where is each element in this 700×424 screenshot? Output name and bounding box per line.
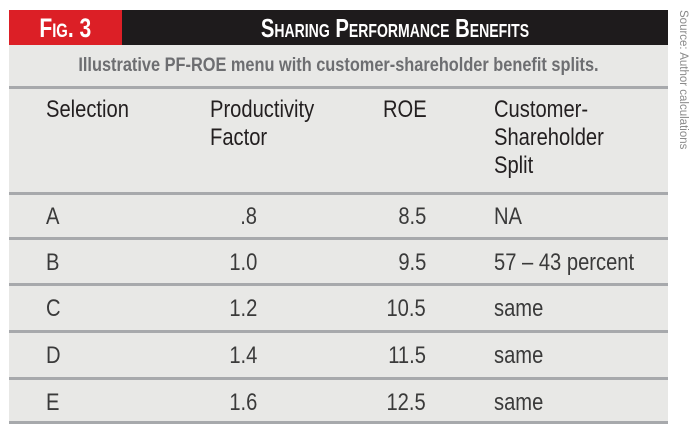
figure-label: Fig. 3 (39, 13, 92, 43)
figure-subtitle: Illustrative PF-ROE menu with customer-s… (78, 55, 599, 76)
cell-selection: A (46, 202, 62, 232)
cell-productivity-factor: 1.0 (189, 248, 257, 278)
source-text: Source: Author calculations (677, 10, 689, 150)
header-line: Split (494, 152, 534, 179)
cell-roe: 9.5 (359, 248, 426, 278)
header-line: Productivity (210, 96, 315, 123)
cell-split: NA (494, 202, 527, 232)
cell-selection-text: A (46, 203, 60, 230)
cell-split: same (494, 294, 553, 324)
cell-split-text: 57 – 43 percent (494, 249, 635, 276)
figure-label-box: Fig. 3 (9, 10, 122, 45)
cell-roe-text: 12.5 (386, 389, 426, 416)
row-divider (9, 421, 668, 424)
cell-selection: B (46, 248, 62, 278)
header-line: Shareholder (494, 124, 604, 151)
cell-roe: 12.5 (359, 388, 426, 418)
figure-subtitle-box: Illustrative PF-ROE menu with customer-s… (9, 45, 668, 86)
column-header-productivity-factor: Productivity Factor (210, 96, 334, 152)
row-divider (9, 330, 668, 333)
cell-roe-text: 8.5 (397, 203, 426, 230)
cell-selection: C (46, 294, 63, 324)
row-divider (9, 237, 668, 240)
cell-split-text: same (494, 342, 544, 369)
cell-selection: E (46, 388, 62, 418)
cell-selection: D (46, 341, 63, 371)
cell-roe-text: 10.5 (386, 295, 426, 322)
cell-split: same (494, 341, 553, 371)
cell-productivity-factor: 1.4 (189, 341, 257, 371)
cell-selection-text: B (46, 249, 60, 276)
cell-productivity-factor-text: .8 (240, 203, 257, 230)
cell-productivity-factor-text: 1.4 (228, 342, 257, 369)
cell-selection-text: C (46, 295, 61, 322)
header-line: ROE (383, 96, 427, 123)
divider (9, 192, 668, 195)
figure-panel: Fig. 3 Sharing Performance Benefits Illu… (9, 10, 668, 424)
cell-roe-text: 9.5 (397, 249, 426, 276)
cell-selection-text: E (46, 389, 60, 416)
cell-roe-text: 11.5 (388, 342, 426, 369)
row-divider (9, 377, 668, 380)
cell-productivity-factor: 1.2 (189, 294, 257, 324)
column-header-split: Customer- Shareholder Split (494, 96, 625, 180)
cell-roe: 10.5 (359, 294, 426, 324)
header-line: Factor (210, 124, 268, 151)
figure-title: Sharing Performance Benefits (260, 13, 530, 43)
cell-productivity-factor-text: 1.2 (228, 295, 257, 322)
column-header-selection: Selection (46, 96, 145, 124)
cell-split-text: same (494, 295, 544, 322)
cell-productivity-factor: 1.6 (189, 388, 257, 418)
cell-productivity-factor-text: 1.6 (228, 389, 257, 416)
header-line: Selection (46, 96, 129, 123)
cell-roe: 11.5 (359, 341, 426, 371)
header-line: Customer- (494, 96, 589, 123)
cell-split: 57 – 43 percent (494, 248, 661, 278)
row-divider (9, 283, 668, 286)
source-note: Source: Author calculations (676, 10, 690, 210)
cell-split-text: same (494, 389, 544, 416)
column-header-roe: ROE (383, 96, 435, 124)
cell-productivity-factor: .8 (189, 202, 257, 232)
cell-roe: 8.5 (359, 202, 426, 232)
figure-title-box: Sharing Performance Benefits (122, 10, 668, 45)
divider (9, 86, 668, 89)
cell-split-text: NA (494, 203, 523, 230)
cell-selection-text: D (46, 342, 61, 369)
cell-split: same (494, 388, 553, 418)
cell-productivity-factor-text: 1.0 (228, 249, 257, 276)
title-bar: Fig. 3 Sharing Performance Benefits (9, 10, 668, 45)
